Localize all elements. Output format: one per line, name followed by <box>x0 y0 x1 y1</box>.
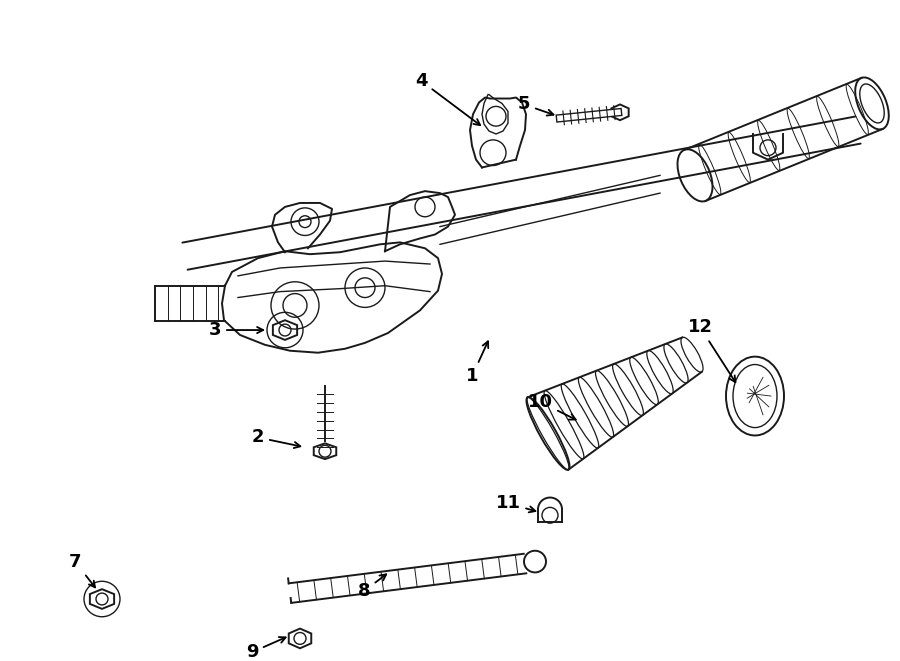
Text: 8: 8 <box>357 574 386 600</box>
Text: 7: 7 <box>68 553 95 588</box>
Text: 5: 5 <box>518 95 554 116</box>
Text: 2: 2 <box>252 428 301 448</box>
Text: 11: 11 <box>496 494 536 512</box>
Text: 10: 10 <box>527 393 576 420</box>
Text: 3: 3 <box>209 321 263 339</box>
Text: 12: 12 <box>688 318 735 382</box>
Text: 9: 9 <box>246 637 285 661</box>
Text: 4: 4 <box>415 72 481 125</box>
Text: 1: 1 <box>466 341 488 385</box>
Text: 6: 6 <box>0 660 1 661</box>
